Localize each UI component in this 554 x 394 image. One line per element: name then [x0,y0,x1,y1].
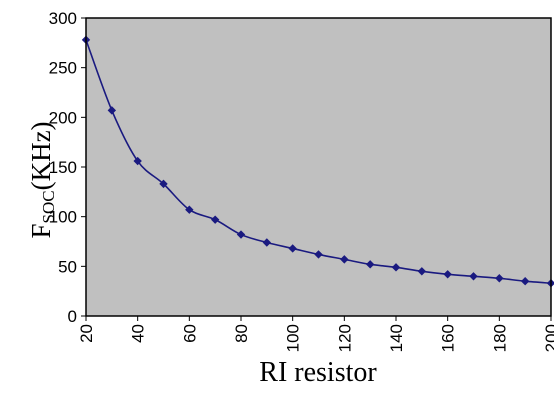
y-tick-label: 250 [49,59,77,78]
data-point-marker [107,106,117,115]
x-tick-label: 180 [490,324,509,352]
data-point-marker [288,244,297,253]
y-tick-label: 150 [49,158,77,177]
plot-area [86,18,551,316]
x-tick-label: 100 [284,324,303,352]
x-tick-label: 60 [180,324,199,343]
data-point-marker [365,260,375,269]
data-point-marker [262,238,272,247]
x-tick-label: 200 [542,324,554,352]
data-point-marker [469,272,478,281]
x-tick-label: 160 [439,324,458,352]
y-tick-label: 100 [49,208,77,227]
data-point-marker [133,156,142,166]
series-markers [81,35,554,288]
x-axis-ticks: 20 40 60 80 100 120 140 160 180 200 [77,316,554,352]
data-point-marker [314,250,323,259]
x-axis-title: RI resistor [259,357,377,388]
y-axis-title: FSOC(KHz) [26,121,58,238]
data-point-marker [391,263,401,272]
data-point-marker [210,215,220,224]
x-tick-label: 40 [129,324,148,343]
x-tick-label: 80 [232,324,251,343]
data-point-marker [185,205,194,214]
data-point-marker [236,230,246,239]
x-tick-label: 140 [387,324,406,352]
x-tick-label: 20 [77,324,96,343]
y-axis-title-suffix: (KHz) [26,121,56,190]
data-point-marker [520,277,530,286]
y-axis-title-sub: SOC [39,190,58,223]
data-point-marker [443,270,452,279]
data-point-marker [495,274,504,283]
data-point-marker [340,255,349,264]
y-tick-label: 0 [68,307,77,326]
y-tick-label: 300 [49,9,77,28]
y-axis-ticks: 0 50 100 150 200 250 300 [49,9,86,326]
plot-frame [85,17,552,317]
data-point-marker [159,179,168,189]
x-tick-label: 120 [335,324,354,352]
y-tick-label: 200 [49,108,77,127]
data-point-marker [417,267,427,276]
y-tick-label: 50 [58,257,77,276]
y-axis-title-main: F [26,224,56,239]
